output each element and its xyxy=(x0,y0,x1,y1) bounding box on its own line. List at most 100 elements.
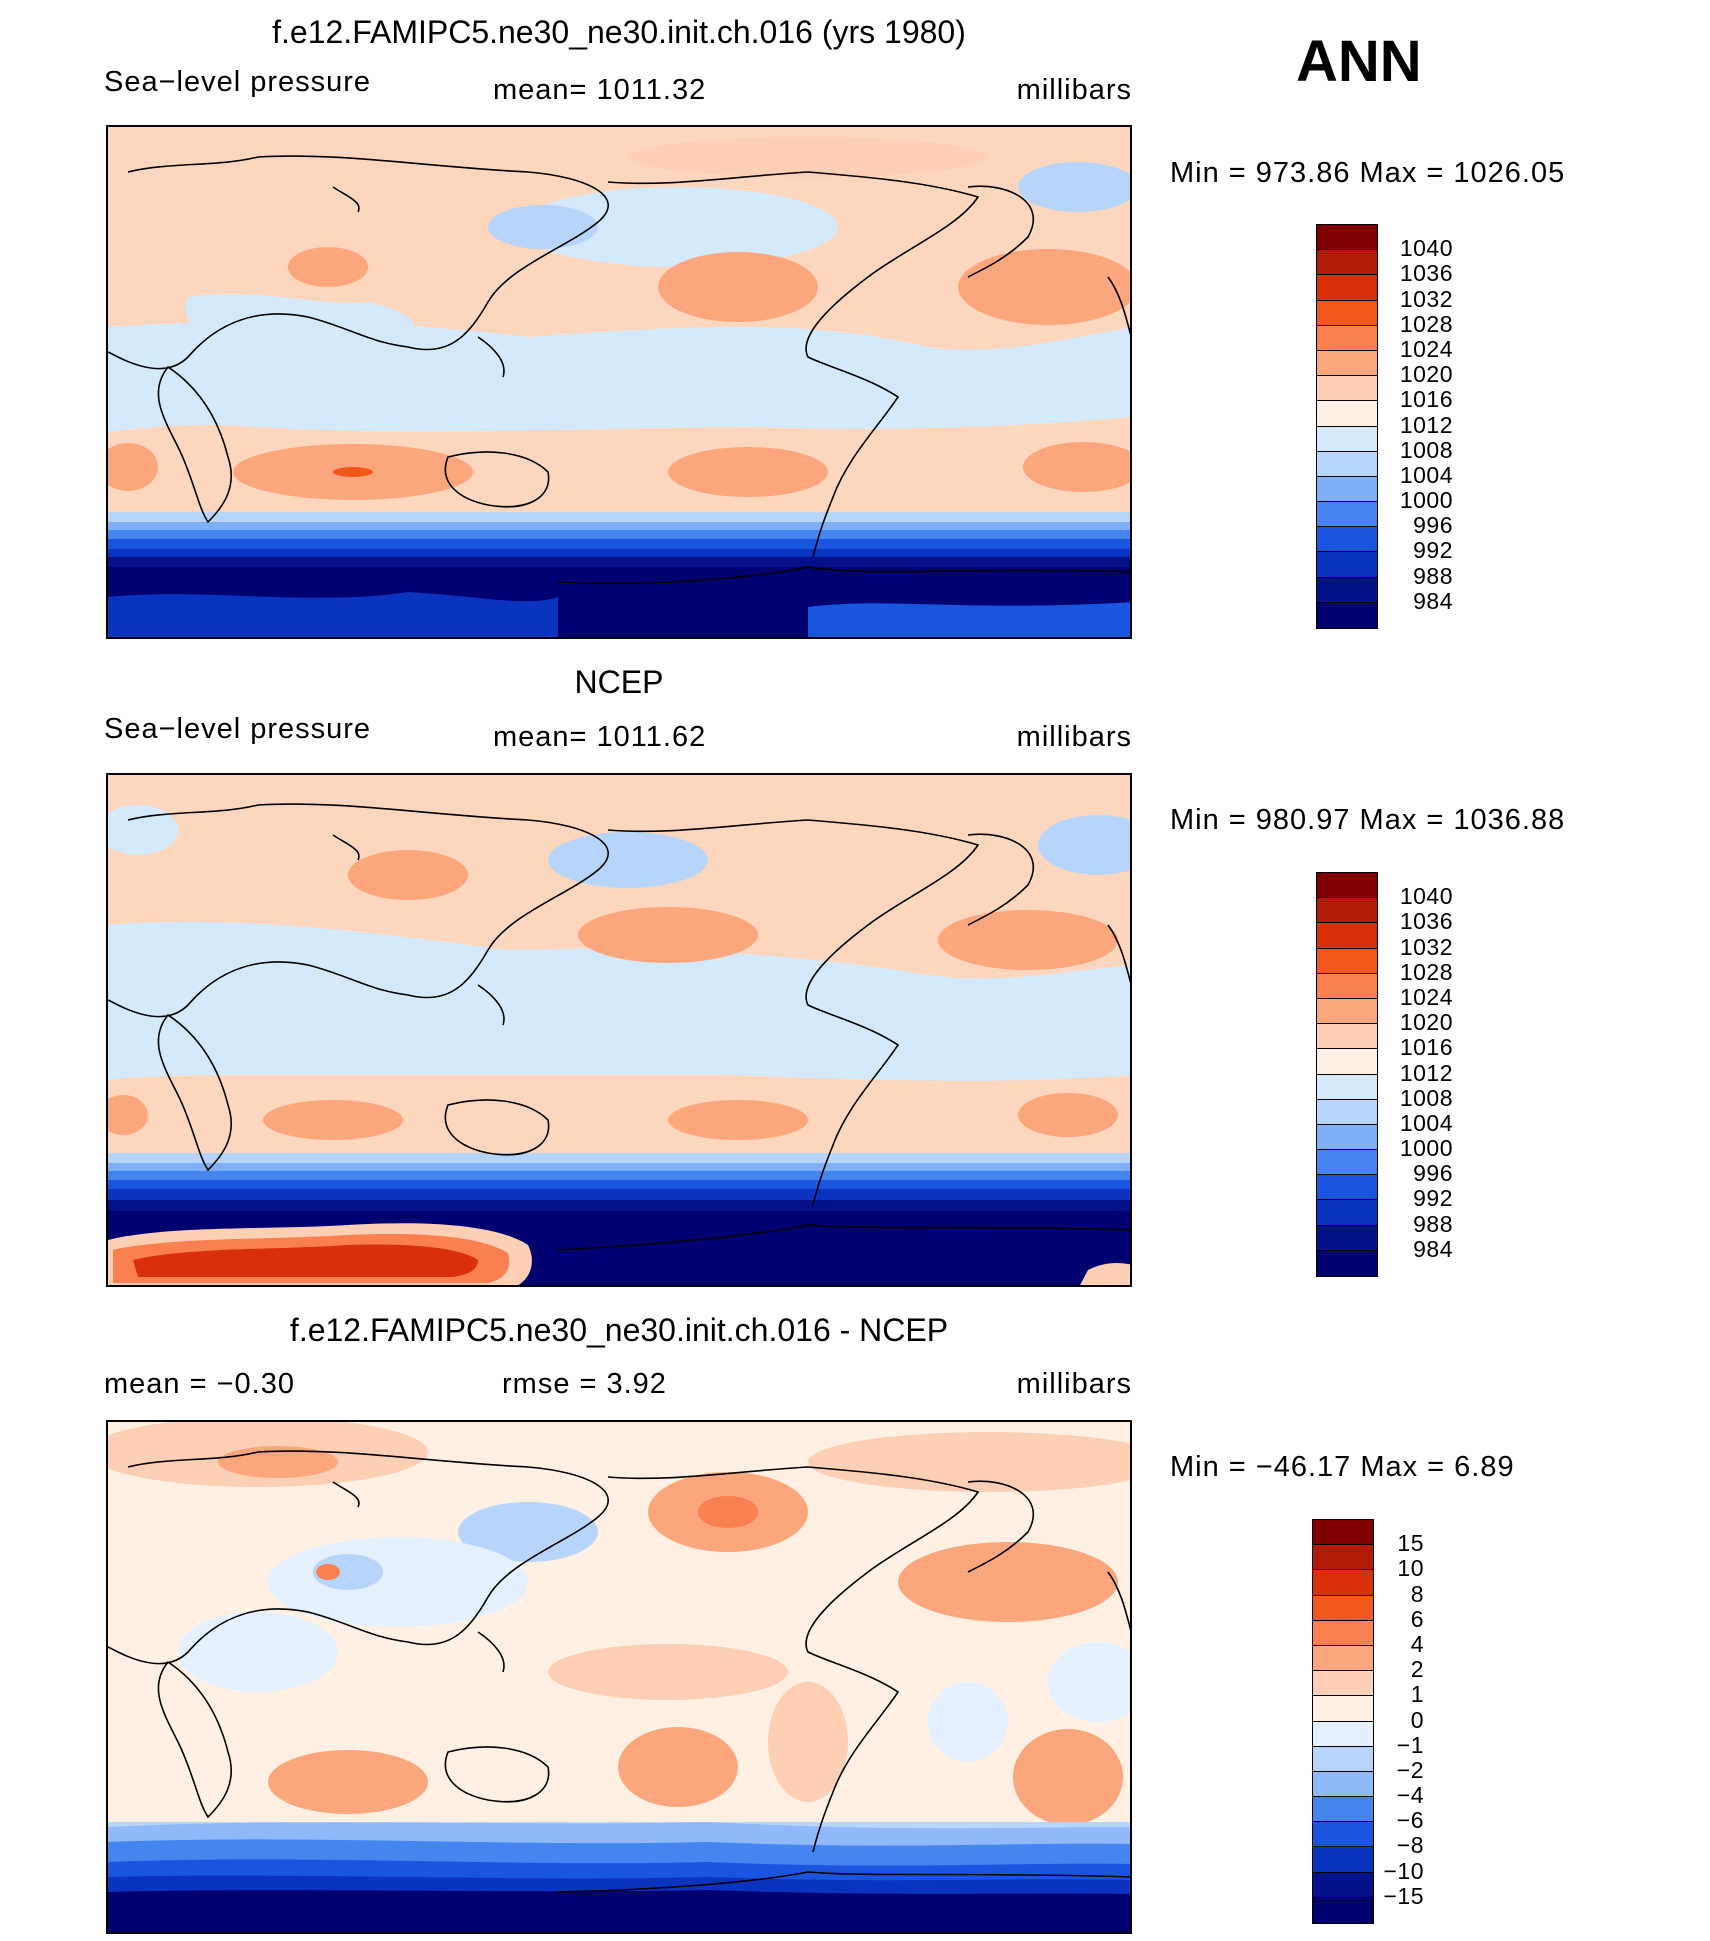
colorbar-label: 992 xyxy=(1413,1185,1453,1212)
panel-3-title: f.e12.FAMIPC5.ne30_ne30.init.ch.016 - NC… xyxy=(289,1312,949,1348)
colorbar-label: 1036 xyxy=(1399,908,1453,935)
colorbar-swatch xyxy=(1317,552,1377,578)
colorbar-swatch xyxy=(1317,923,1377,949)
colorbar-label: 1012 xyxy=(1399,411,1453,438)
colorbar-swatch xyxy=(1317,602,1377,628)
colorbar-swatch xyxy=(1317,426,1377,452)
colorbar-swatch xyxy=(1313,1797,1373,1823)
colorbar-label: 1032 xyxy=(1399,285,1453,312)
colorbar-swatch xyxy=(1317,1074,1377,1100)
colorbar-label: −4 xyxy=(1396,1782,1424,1809)
colorbar-label: 996 xyxy=(1413,1160,1453,1187)
panel-2-title: NCEP xyxy=(574,664,664,700)
panel-3-min-max: Min = −46.17 Max = 6.89 xyxy=(1170,1451,1515,1483)
colorbar-swatch xyxy=(1317,451,1377,477)
colorbar-swatch xyxy=(1317,275,1377,301)
colorbar-swatch xyxy=(1317,898,1377,924)
colorbar-swatch xyxy=(1317,300,1377,326)
colorbar-label: 1036 xyxy=(1399,260,1453,287)
season-label: ANN xyxy=(1296,29,1422,94)
colorbar-swatch xyxy=(1317,250,1377,276)
colorbar-swatch xyxy=(1317,1250,1377,1276)
colorbar-swatch xyxy=(1313,1721,1373,1747)
colorbar-label: 15 xyxy=(1397,1530,1424,1557)
panel-2-colorbar xyxy=(1316,872,1378,1277)
colorbar-swatch xyxy=(1317,1150,1377,1176)
panel-3-colorbar-labels: 15 10 8 6 4 2 1 0 −1 −2 −4 −6 −8 −10 −15 xyxy=(1286,1519,1424,1924)
colorbar-label: 996 xyxy=(1413,512,1453,539)
colorbar-label: 1000 xyxy=(1399,487,1453,514)
panel-1-colorbar-labels: 1040 1036 1032 1028 1024 1020 1016 1012 1008 1004… xyxy=(1290,224,1453,629)
colorbar-swatch xyxy=(1313,1645,1373,1672)
colorbar-swatch xyxy=(1317,401,1377,427)
colorbar-label: 1012 xyxy=(1399,1059,1453,1086)
colorbar-label: −15 xyxy=(1383,1882,1424,1909)
colorbar-swatch xyxy=(1313,1545,1373,1571)
colorbar-label: −10 xyxy=(1383,1857,1424,1884)
panel-2-units: millibars xyxy=(1016,721,1132,753)
panel-2-min-max: Min = 980.97 Max = 1036.88 xyxy=(1170,804,1566,836)
colorbar-label: 1008 xyxy=(1399,436,1453,463)
panel-1-map xyxy=(106,125,1132,639)
colorbar-swatch xyxy=(1313,1595,1373,1621)
panel-3-mean: mean = −0.30 xyxy=(104,1368,295,1400)
colorbar-label: 984 xyxy=(1413,587,1453,614)
colorbar-label: 6 xyxy=(1410,1605,1424,1632)
colorbar-label: 1024 xyxy=(1399,983,1453,1010)
panel-3-map xyxy=(106,1420,1132,1934)
colorbar-swatch xyxy=(1317,1124,1377,1151)
colorbar-label: 1 xyxy=(1410,1681,1424,1708)
colorbar-swatch xyxy=(1313,1847,1373,1873)
colorbar-swatch xyxy=(1313,1897,1373,1923)
panel-1-mean: mean= 1011.32 xyxy=(493,74,707,106)
colorbar-swatch xyxy=(1317,948,1377,974)
panel-2-field-label: Sea−level pressure xyxy=(104,713,372,745)
colorbar-label: 1016 xyxy=(1399,386,1453,413)
colorbar-swatch xyxy=(1317,873,1377,899)
colorbar-label: 1020 xyxy=(1399,1009,1453,1036)
panel-1-min-max: Min = 973.86 Max = 1026.05 xyxy=(1170,157,1566,189)
colorbar-label: 1020 xyxy=(1399,361,1453,388)
colorbar-swatch xyxy=(1317,1175,1377,1201)
panel-1-colorbar xyxy=(1316,224,1378,629)
panel-2-colorbar-labels: 1040 1036 1032 1028 1024 1020 1016 1012 1008 1004… xyxy=(1290,872,1453,1277)
colorbar-label: 0 xyxy=(1410,1706,1424,1733)
panel-2-map xyxy=(106,773,1132,1287)
panel-1-title: f.e12.FAMIPC5.ne30_ne30.init.ch.016 (yrs… xyxy=(272,14,966,50)
colorbar-label: 988 xyxy=(1413,1210,1453,1237)
colorbar-swatch xyxy=(1317,527,1377,553)
colorbar-label: −2 xyxy=(1396,1756,1424,1783)
panel-1-units: millibars xyxy=(1016,74,1132,106)
panel-3-colorbar xyxy=(1312,1519,1374,1924)
colorbar-swatch xyxy=(1317,476,1377,503)
colorbar-label: 984 xyxy=(1413,1235,1453,1262)
colorbar-swatch xyxy=(1313,1746,1373,1772)
colorbar-swatch xyxy=(1317,350,1377,377)
colorbar-label: 1024 xyxy=(1399,335,1453,362)
colorbar-swatch xyxy=(1313,1771,1373,1798)
colorbar-swatch xyxy=(1313,1872,1373,1898)
colorbar-label: 1004 xyxy=(1399,461,1453,488)
colorbar-swatch xyxy=(1313,1822,1373,1848)
colorbar-swatch xyxy=(1317,998,1377,1025)
colorbar-label: 1032 xyxy=(1399,933,1453,960)
colorbar-swatch xyxy=(1313,1671,1373,1697)
colorbar-swatch xyxy=(1317,1049,1377,1075)
colorbar-label: 1028 xyxy=(1399,958,1453,985)
colorbar-label: 992 xyxy=(1413,537,1453,564)
colorbar-label: 1040 xyxy=(1399,883,1453,910)
colorbar-swatch xyxy=(1317,1099,1377,1125)
colorbar-swatch xyxy=(1317,973,1377,999)
colorbar-swatch xyxy=(1313,1620,1373,1646)
colorbar-swatch xyxy=(1313,1696,1373,1722)
colorbar-label: 10 xyxy=(1397,1555,1424,1582)
colorbar-label: 1000 xyxy=(1399,1135,1453,1162)
colorbar-label: −1 xyxy=(1396,1731,1424,1758)
panel-1-field-label: Sea−level pressure xyxy=(104,66,372,98)
colorbar-swatch xyxy=(1317,502,1377,528)
colorbar-swatch xyxy=(1317,1225,1377,1251)
colorbar-swatch xyxy=(1317,325,1377,351)
colorbar-label: 2 xyxy=(1410,1656,1424,1683)
colorbar-swatch xyxy=(1317,577,1377,603)
panel-3-rmse: rmse = 3.92 xyxy=(502,1368,667,1400)
